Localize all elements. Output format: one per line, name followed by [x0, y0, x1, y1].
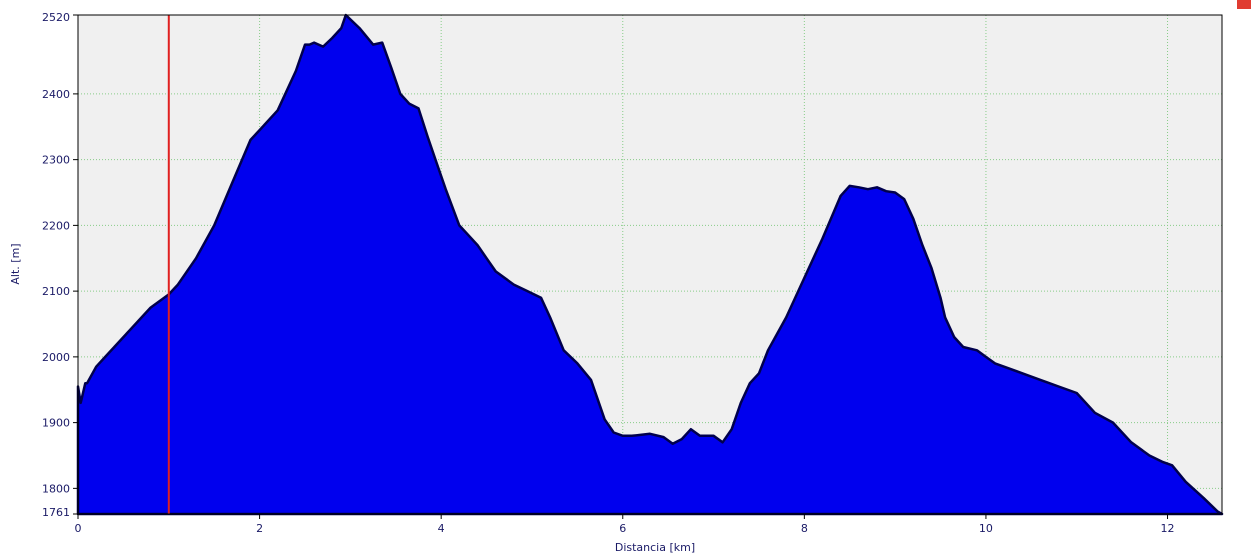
- y-tick-label: 2300: [42, 154, 70, 167]
- y-tick-label: 2520: [42, 11, 70, 24]
- y-tick-label: 1800: [42, 482, 70, 495]
- x-tick-label: 8: [801, 522, 808, 535]
- y-tick-label: 2000: [42, 351, 70, 364]
- x-axis-label: Distancia [km]: [615, 541, 695, 554]
- x-tick-label: 0: [75, 522, 82, 535]
- plot-frame: [77, 14, 1223, 515]
- corner-mark: [1237, 0, 1251, 9]
- y-tick-label: 1900: [42, 417, 70, 430]
- y-axis: 1761 1800 1900 2000 2100 2200 2300 2400 2520: [42, 11, 78, 519]
- x-axis: 0 2 4 6 8 10 12: [75, 514, 1175, 535]
- y-tick-label: 2100: [42, 285, 70, 298]
- y-axis-label: Alt. [m]: [9, 243, 22, 284]
- y-tick-label: 2200: [42, 219, 70, 232]
- x-tick-label: 12: [1161, 522, 1175, 535]
- y-tick-label: 1761: [42, 506, 70, 519]
- x-tick-label: 4: [438, 522, 445, 535]
- y-tick-label: 2400: [42, 88, 70, 101]
- x-tick-label: 6: [619, 522, 626, 535]
- x-tick-label: 10: [979, 522, 993, 535]
- elevation-area: [76, 13, 1224, 516]
- x-tick-label: 2: [256, 522, 263, 535]
